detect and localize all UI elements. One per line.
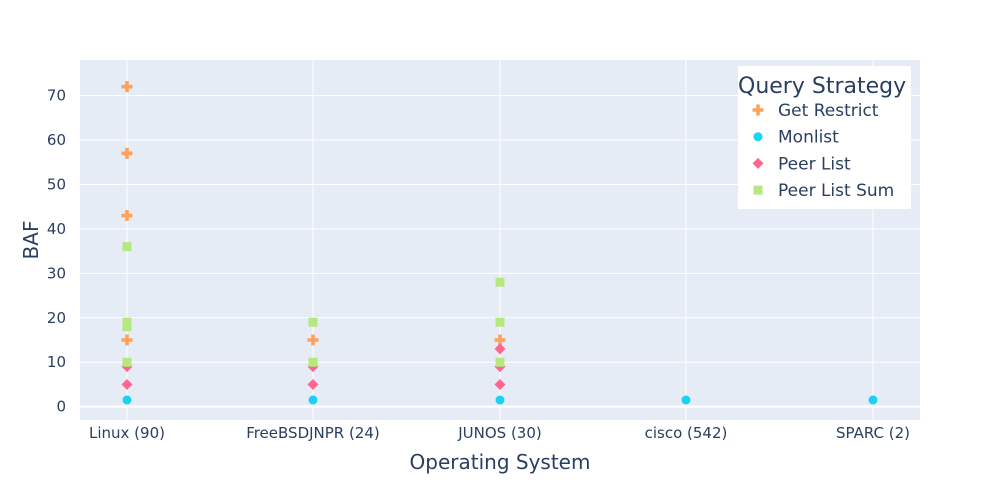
x-tick-label: JUNOS (30) xyxy=(457,424,542,442)
y-tick-label: 10 xyxy=(47,353,66,371)
data-point xyxy=(494,378,506,390)
legend-marker xyxy=(753,132,763,142)
legend-marker xyxy=(752,104,764,116)
legend-marker xyxy=(752,157,764,169)
data-point xyxy=(681,395,691,405)
data-point xyxy=(308,317,318,327)
data-point xyxy=(308,395,318,405)
data-point xyxy=(495,395,505,405)
legend-entry-label: Peer List xyxy=(778,154,851,174)
y-tick-label: 30 xyxy=(47,264,66,282)
x-tick-label: SPARC (2) xyxy=(836,424,910,442)
data-point xyxy=(121,147,133,159)
legend-box xyxy=(738,66,911,209)
y-axis-title: BAF xyxy=(19,221,43,260)
data-point xyxy=(307,334,319,346)
legend: Query Strategy Get Restrict Monlist Peer L… xyxy=(738,66,911,209)
x-tick-label: FreeBSDJNPR (24) xyxy=(246,424,380,442)
x-axis-title: Operating System xyxy=(410,450,591,474)
data-point xyxy=(495,277,505,287)
y-tick-label: 50 xyxy=(47,175,66,193)
data-point xyxy=(122,322,132,332)
data-points xyxy=(121,81,878,405)
data-point xyxy=(495,357,505,367)
legend-title: Query Strategy xyxy=(738,74,906,99)
y-tick-label: 40 xyxy=(47,220,66,238)
x-tick-label: Linux (90) xyxy=(89,424,165,442)
data-point xyxy=(121,334,133,346)
x-axis-ticks: Linux (90) FreeBSDJNPR (24) JUNOS (30) cisc… xyxy=(89,424,910,442)
legend-marker xyxy=(753,185,763,195)
data-point xyxy=(121,81,133,93)
data-point xyxy=(494,343,506,355)
y-tick-label: 20 xyxy=(47,309,66,327)
legend-entry-label: Get Restrict xyxy=(778,101,879,121)
legend-entry-label: Peer List Sum xyxy=(778,181,894,201)
data-point xyxy=(122,395,132,405)
data-point xyxy=(121,210,133,222)
y-tick-label: 70 xyxy=(47,87,66,105)
legend-entry-label: Monlist xyxy=(778,128,839,148)
data-point xyxy=(494,334,506,346)
data-point xyxy=(122,357,132,367)
x-tick-label: cisco (542) xyxy=(645,424,728,442)
y-axis-ticks: 0 10 20 30 40 50 60 70 xyxy=(47,87,66,416)
data-point xyxy=(495,317,505,327)
data-point xyxy=(122,242,132,252)
y-tick-label: 60 xyxy=(47,131,66,149)
y-tick-label: 0 xyxy=(56,398,66,416)
data-point xyxy=(308,357,318,367)
data-point xyxy=(307,378,319,390)
data-point xyxy=(121,378,133,390)
data-point xyxy=(868,395,878,405)
